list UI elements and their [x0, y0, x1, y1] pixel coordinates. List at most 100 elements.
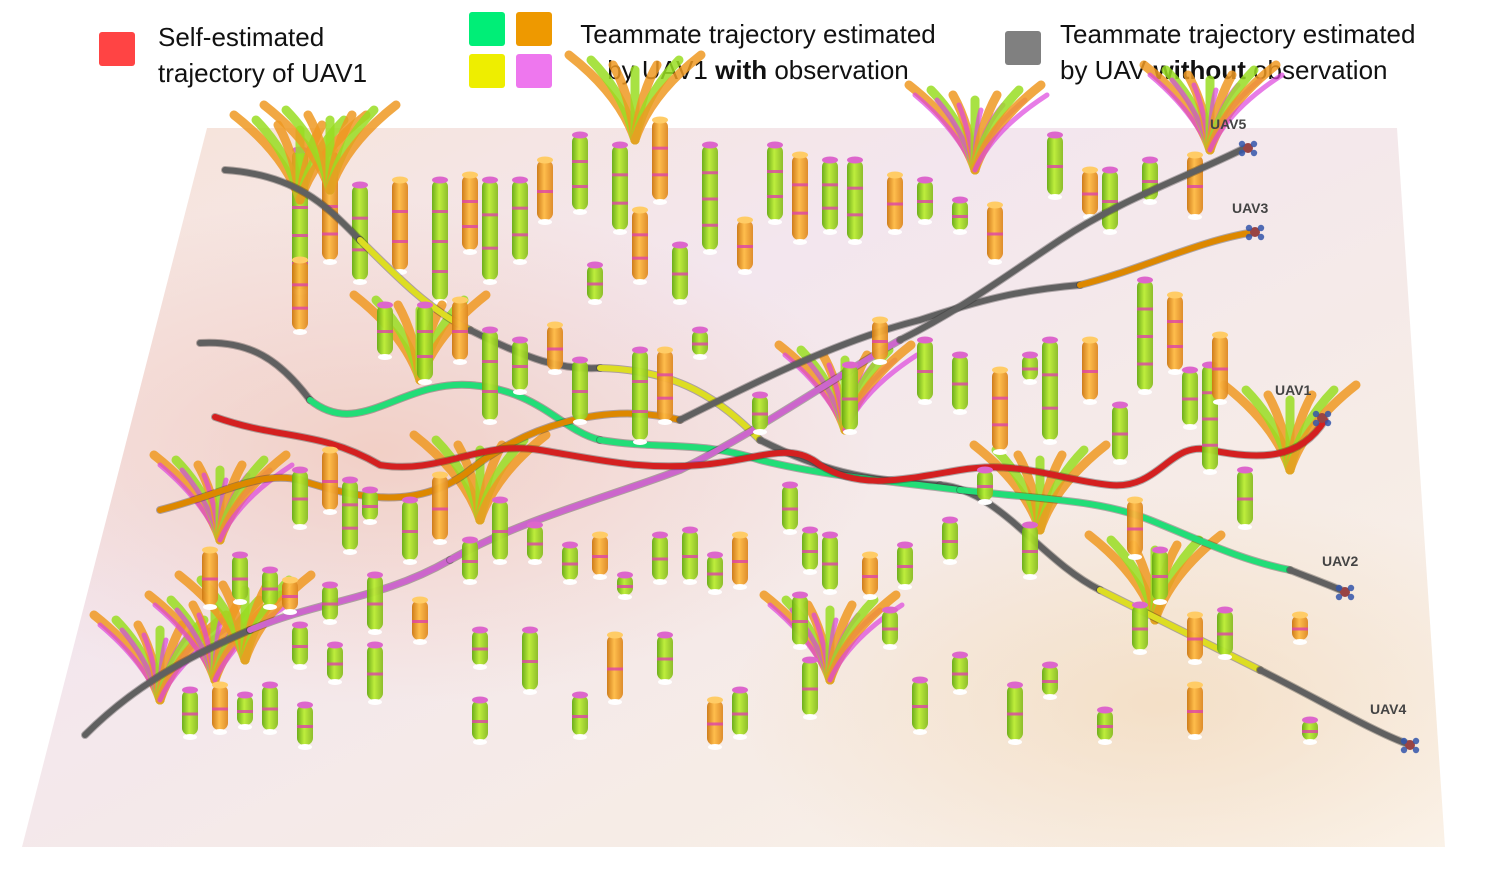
uav1-self-trajectory — [212, 414, 1328, 489]
trajectory-group — [81, 144, 1414, 749]
front-tree-25 — [1212, 331, 1228, 405]
back-tree-28 — [612, 141, 628, 235]
uav1-drone-icon — [1312, 410, 1332, 427]
uav5-drone-icon — [1238, 140, 1258, 157]
front-tree-78 — [297, 701, 313, 750]
front-tree-77 — [262, 681, 278, 735]
front-tree-29 — [342, 476, 358, 555]
front-tree-49 — [977, 466, 993, 505]
back-tree-20 — [952, 196, 968, 235]
branch-clump-14 — [409, 430, 551, 525]
uav5-traj-seg-4 — [597, 365, 763, 443]
uav3-traj-seg-2 — [297, 410, 683, 501]
uav3-label: UAV3 — [1232, 200, 1269, 216]
front-tree-33 — [462, 536, 478, 585]
tree-group-front — [182, 256, 1318, 750]
front-tree-75 — [212, 681, 228, 735]
back-tree-16 — [822, 156, 838, 235]
back-tree-13 — [737, 216, 753, 275]
back-tree-17 — [847, 156, 863, 245]
front-tree-50 — [1022, 521, 1038, 580]
uav4-traj-end — [1257, 667, 1413, 748]
uav4-drone-icon — [1400, 737, 1420, 754]
front-tree-32 — [432, 471, 448, 545]
front-tree-88 — [1152, 546, 1168, 605]
legend-self-line1: Self-estimated — [158, 22, 325, 52]
front-tree-72 — [1292, 611, 1308, 645]
front-tree-82 — [732, 686, 748, 740]
front-tree-80 — [572, 691, 588, 740]
branch-clump-6 — [564, 50, 706, 145]
back-tree-15 — [792, 151, 808, 245]
back-tree-11 — [672, 241, 688, 305]
front-tree-59 — [327, 641, 343, 685]
front-tree-39 — [652, 531, 668, 585]
uav3-traj-seg-4 — [1077, 229, 1258, 288]
front-tree-89 — [1127, 496, 1143, 560]
front-tree-55 — [322, 581, 338, 625]
legend-swatch-self — [99, 32, 135, 66]
front-tree-74 — [182, 686, 198, 740]
back-tree-26 — [1187, 151, 1203, 220]
uav2-traj-seg-1 — [197, 339, 313, 403]
back-tree-7 — [512, 176, 528, 265]
back-tree-9 — [587, 261, 603, 305]
back-tree-23 — [1082, 166, 1098, 220]
uav4-traj-seg-1 — [82, 627, 253, 738]
back-tree-18 — [887, 171, 903, 235]
uav5-traj-end — [897, 145, 1248, 343]
front-tree-47 — [897, 541, 913, 590]
back-tree-12 — [702, 141, 718, 255]
front-tree-21 — [1137, 276, 1153, 395]
front-tree-8 — [632, 346, 648, 445]
front-tree-43 — [782, 481, 798, 535]
front-tree-19 — [1082, 336, 1098, 405]
front-tree-18 — [1042, 336, 1058, 445]
uav2-drone-icon — [1335, 584, 1355, 601]
front-tree-84 — [912, 676, 928, 735]
front-tree-10 — [692, 326, 708, 360]
uav2-traj-seg-4 — [957, 487, 1293, 573]
back-tree-29 — [652, 116, 668, 205]
uav3-drone-icon — [1245, 224, 1265, 241]
front-tree-48 — [942, 516, 958, 565]
back-tree-24 — [1102, 166, 1118, 235]
front-tree-67 — [952, 651, 968, 695]
front-tree-52 — [232, 551, 248, 605]
branch-clump-7 — [904, 80, 1050, 175]
uav1-label: UAV1 — [1275, 382, 1312, 398]
front-tree-3 — [452, 296, 468, 365]
branch-clump-13 — [969, 440, 1111, 535]
front-tree-53 — [262, 566, 278, 610]
front-tree-79 — [472, 696, 488, 745]
uav4-label: UAV4 — [1370, 701, 1407, 717]
front-tree-46 — [862, 551, 878, 600]
front-tree-2 — [417, 301, 433, 385]
uav5-traj-seg-1 — [222, 167, 363, 243]
front-tree-71 — [1217, 606, 1233, 660]
legend-with-line1: Teammate trajectory estimated — [580, 19, 936, 49]
uav3-traj-seg-3 — [677, 282, 1083, 423]
front-tree-0 — [292, 256, 308, 335]
front-tree-66 — [882, 606, 898, 650]
front-tree-60 — [367, 641, 383, 705]
front-tree-36 — [562, 541, 578, 585]
front-tree-85 — [1007, 681, 1023, 745]
back-tree-4 — [432, 176, 448, 305]
back-tree-8 — [537, 156, 553, 225]
front-tree-61 — [472, 626, 488, 670]
front-tree-7 — [572, 356, 588, 425]
front-tree-81 — [707, 696, 723, 750]
legend-swatch-magenta — [516, 54, 552, 88]
front-tree-4 — [482, 326, 498, 425]
back-tree-10 — [632, 206, 648, 285]
front-tree-13 — [872, 316, 888, 365]
back-tree-22 — [1047, 131, 1063, 200]
uav5-label: UAV5 — [1210, 116, 1247, 132]
back-tree-27 — [572, 131, 588, 215]
front-tree-51 — [202, 546, 218, 610]
front-tree-11 — [752, 391, 768, 435]
legend-with-bold: with — [715, 55, 768, 85]
branch-clump-8 — [1139, 60, 1285, 155]
